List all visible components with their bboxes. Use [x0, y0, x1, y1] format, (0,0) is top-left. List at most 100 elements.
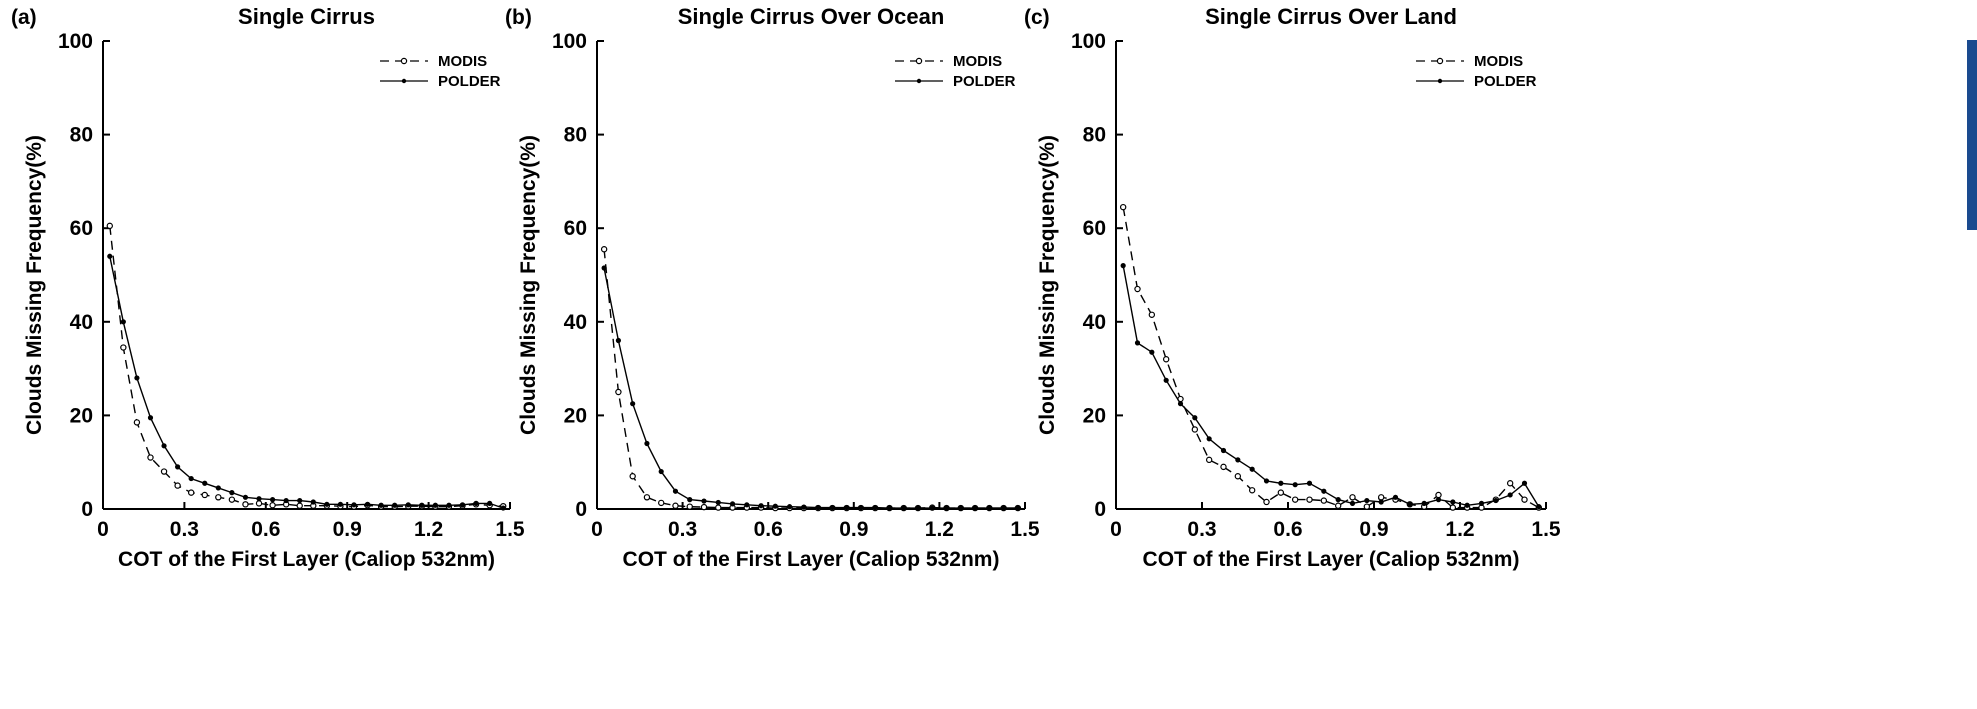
data-point-polder: [744, 502, 750, 508]
legend-label-polder: POLDER: [953, 73, 1016, 90]
data-point-polder: [1478, 500, 1485, 506]
x-tick-label: 0.9: [333, 518, 362, 541]
data-point-modis: [106, 222, 113, 230]
data-point-modis: [715, 504, 722, 511]
data-point-polder: [107, 253, 113, 259]
data-point-polder: [188, 475, 194, 482]
data-point-polder: [1206, 436, 1212, 442]
data-point-polder: [829, 504, 836, 511]
data-point-polder: [1278, 480, 1284, 486]
data-point-polder: [175, 464, 181, 470]
data-point-polder: [134, 375, 140, 381]
data-point-polder: [378, 502, 384, 508]
panel-letter: (a): [11, 6, 37, 29]
data-point-modis: [615, 388, 622, 396]
data-point-modis: [1334, 502, 1342, 509]
legend-label-polder: POLDER: [1474, 73, 1537, 90]
data-point-polder: [297, 497, 303, 504]
legend: MODIS POLDER: [895, 53, 1016, 90]
data-point-polder: [1521, 480, 1528, 486]
data-point-modis: [1191, 426, 1199, 433]
data-point-polder: [1306, 480, 1313, 486]
data-point-modis: [1349, 494, 1356, 501]
data-point-modis: [1506, 480, 1514, 487]
data-point-polder: [337, 501, 344, 507]
panel-letter: (c): [1024, 6, 1050, 29]
series-line-modis: [603, 249, 1018, 509]
data-point-polder: [1220, 447, 1227, 454]
data-point-polder: [161, 443, 167, 449]
data-point-polder: [658, 468, 664, 475]
data-point-polder: [729, 501, 736, 507]
y-tick-label: 60: [564, 217, 587, 240]
data-point-modis: [215, 494, 222, 501]
data-point-polder: [758, 503, 764, 509]
x-axis-label: COT of the First Layer (Caliop 532nm): [118, 548, 495, 571]
data-point-polder: [772, 503, 778, 509]
data-point-polder: [1000, 505, 1007, 511]
x-tick-label: 0: [591, 518, 603, 541]
data-point-modis: [686, 503, 693, 510]
data-point-polder: [1364, 497, 1370, 504]
data-point-polder: [1120, 263, 1126, 269]
chart-title: Single Cirrus Over Ocean: [678, 4, 945, 29]
data-point-polder: [1149, 349, 1155, 355]
x-tick-label: 0: [1110, 518, 1122, 541]
data-point-modis: [1320, 497, 1328, 504]
y-tick-label: 40: [1083, 311, 1106, 334]
data-point-modis: [1363, 503, 1371, 510]
y-axis-label: Clouds Missing Frequency(%): [1036, 135, 1059, 435]
panel-letter: (b): [505, 6, 532, 29]
data-point-polder: [256, 496, 262, 502]
data-point-polder: [715, 499, 721, 506]
y-tick-label: 40: [564, 311, 587, 334]
series-line-polder: [1122, 265, 1540, 508]
data-point-polder: [242, 494, 249, 500]
data-point-polder: [858, 504, 864, 511]
data-point-polder: [147, 415, 154, 421]
x-tick-label: 1.2: [1445, 518, 1474, 541]
series-line-modis: [1122, 206, 1540, 509]
x-tick-label: 0.3: [170, 518, 199, 541]
data-point-polder: [1493, 497, 1499, 504]
data-point-polder: [446, 502, 452, 508]
data-point-modis: [1220, 463, 1227, 471]
y-tick-label: 60: [1083, 217, 1106, 240]
legend-marker-modis: [915, 57, 923, 65]
data-point-modis: [160, 468, 168, 475]
data-point-polder: [943, 505, 950, 511]
data-point-modis: [1306, 496, 1313, 503]
data-point-modis: [1148, 311, 1156, 318]
y-tick-label: 80: [1083, 124, 1106, 147]
data-point-polder: [364, 501, 371, 507]
data-point-polder: [459, 502, 466, 508]
data-point-polder: [701, 498, 707, 504]
data-point-polder: [120, 319, 126, 325]
legend-label-modis: MODIS: [438, 53, 487, 70]
y-tick-label: 60: [70, 217, 93, 240]
data-point-modis: [672, 502, 679, 509]
data-point-modis: [1162, 356, 1170, 363]
data-point-modis: [1205, 456, 1213, 464]
legend-marker-polder: [401, 78, 407, 84]
series-line-modis: [109, 225, 504, 508]
y-tick-label: 20: [70, 404, 93, 427]
legend: MODIS POLDER: [1416, 53, 1537, 90]
chart-title: Single Cirrus: [238, 4, 375, 29]
legend-marker-modis: [400, 57, 408, 65]
x-tick-label: 0.3: [668, 518, 697, 541]
data-point-modis: [700, 503, 708, 511]
chart-panel-2: 0 20 40 60 80 100 0 0.3 0.6 0.9 1.2 1.5 Single Cirru…: [505, 4, 1040, 571]
data-point-polder: [644, 440, 650, 447]
data-point-polder: [229, 490, 235, 496]
data-point-polder: [487, 500, 493, 506]
data-point-polder: [1177, 401, 1184, 407]
x-tick-label: 0.6: [251, 518, 280, 541]
data-point-modis: [242, 501, 249, 508]
chart-panel-1: 0 20 40 60 80 100 0 0.3 0.6 0.9 1.2 1.5 Single Cirru…: [11, 4, 525, 571]
y-tick-label: 40: [70, 311, 93, 334]
x-tick-label: 0.6: [1273, 518, 1302, 541]
data-point-polder: [815, 504, 821, 511]
y-tick-label: 20: [1083, 404, 1106, 427]
data-point-polder: [283, 497, 289, 504]
